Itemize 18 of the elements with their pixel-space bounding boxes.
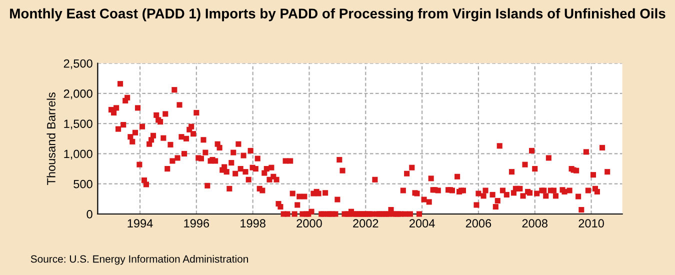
y-tick-label: 1,500 [64,120,92,130]
x-tick-label: 1994 [128,219,153,228]
x-tick-label: 1998 [240,219,266,228]
x-tick-label: 2000 [296,219,322,228]
x-tick-label: 2002 [353,219,378,228]
y-axis-title: Thousand Barrels [46,92,56,185]
y-tick-label: 2,500 [64,59,92,70]
chart-title: Monthly East Coast (PADD 1) Imports by PADD of Processing from Virgin Islands of Unfinished Oils [10,8,666,22]
x-tick-label: 2010 [578,219,604,228]
x-tick-label: 2008 [522,219,548,228]
source-note: Source: U.S. Energy Information Administration [30,255,248,265]
x-tick-label: 2006 [466,219,492,228]
x-tick-label: 2004 [410,219,435,228]
y-tick-label: 0 [86,210,92,218]
x-tick-label: 1996 [184,219,210,228]
y-tick-label: 500 [74,180,92,188]
y-tick-label: 1,000 [64,150,92,160]
y-tick-label: 2,000 [64,89,92,100]
